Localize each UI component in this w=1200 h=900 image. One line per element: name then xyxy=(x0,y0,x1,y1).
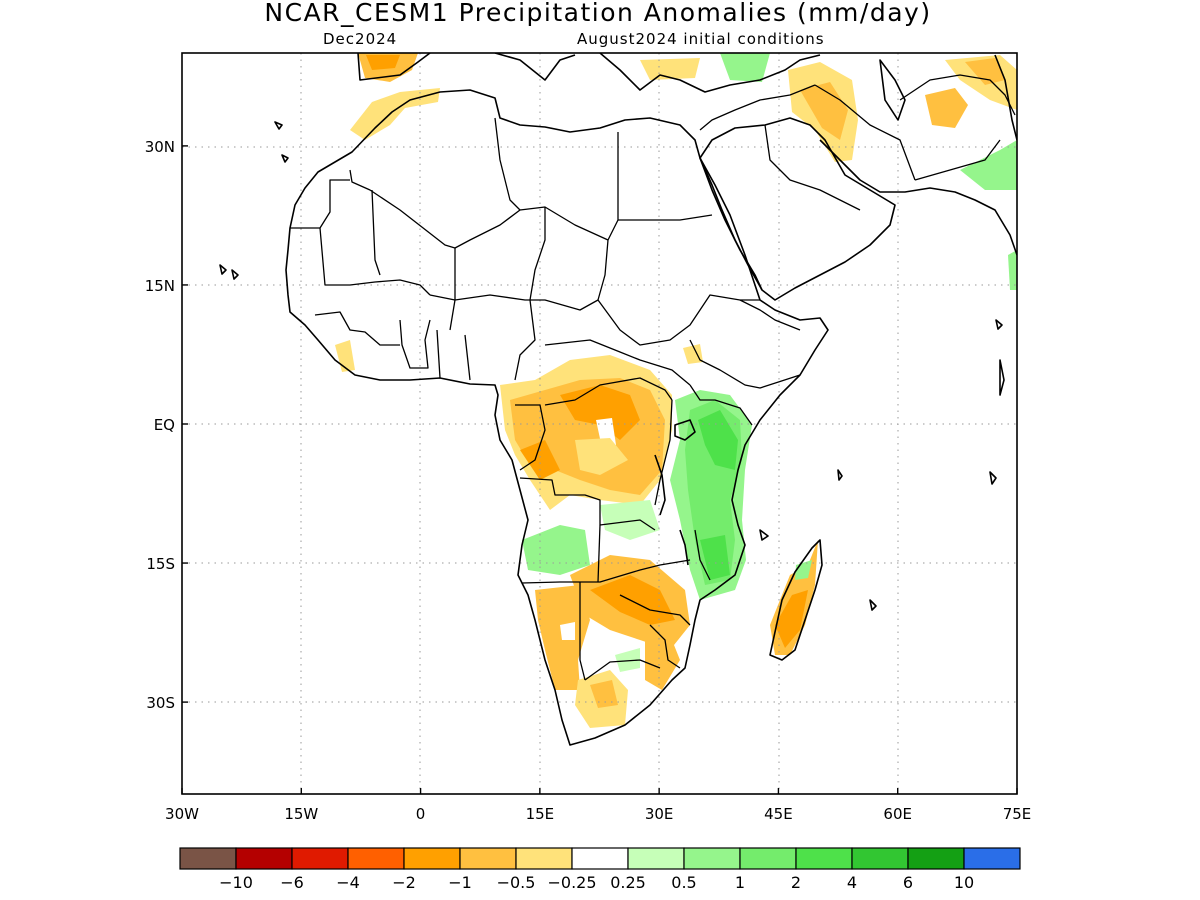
coastlines xyxy=(285,53,1017,746)
colorbar-label: −6 xyxy=(280,873,304,892)
colorbar-swatch xyxy=(347,847,405,870)
borders xyxy=(290,74,1016,681)
colorbar-swatch xyxy=(795,847,853,870)
colorbar-label: 1 xyxy=(735,873,745,892)
coast-red-sea xyxy=(699,157,763,291)
coast-madagascar xyxy=(769,539,823,661)
anomaly-tanganyika-green xyxy=(600,500,660,540)
coast-persian-gulf xyxy=(819,139,1017,256)
anomaly-madagascar-core xyxy=(775,590,808,648)
anomaly-afghan-core xyxy=(965,58,1005,85)
anomaly-india-west xyxy=(960,140,1017,190)
islands xyxy=(219,121,1005,611)
coast-arabia xyxy=(699,117,896,301)
lon-tick-label: 15W xyxy=(284,805,318,823)
anomaly-east-core xyxy=(698,410,738,470)
colorbar-swatch xyxy=(907,847,965,870)
anomaly-botswana-green xyxy=(615,648,640,672)
lon-tick-label: 60E xyxy=(883,805,912,823)
coast-lake-victoria xyxy=(674,419,696,441)
colorbar-label: −1 xyxy=(448,873,472,892)
figure-title: NCAR_CESM1 Precipitation Anomalies (mm/d… xyxy=(264,0,931,27)
subtitle-initial-conditions: August2024 initial conditions xyxy=(577,30,825,48)
lon-tick-label: 0 xyxy=(416,805,426,823)
lon-tick-label: 30W xyxy=(165,805,199,823)
coast-india xyxy=(994,54,1017,141)
subtitle-month: Dec2024 xyxy=(323,30,397,48)
lon-tick-label: 75E xyxy=(1003,805,1032,823)
graticule xyxy=(182,53,1017,794)
colorbar-label: 6 xyxy=(903,873,913,892)
lat-tick-label: EQ xyxy=(154,416,175,434)
anomaly-central-light xyxy=(575,438,628,475)
colorbar-swatch xyxy=(459,847,517,870)
colorbar-label: 2 xyxy=(791,873,801,892)
colorbar-swatch xyxy=(739,847,797,870)
anomaly-spain-core xyxy=(366,55,400,70)
axis-ticks xyxy=(181,145,1018,794)
colorbar-swatch xyxy=(683,847,741,870)
anomaly-south-lower xyxy=(645,630,680,690)
lon-tick-label: 30E xyxy=(645,805,674,823)
colorbar-swatch xyxy=(179,847,237,870)
anomaly-central-core-2 xyxy=(520,440,560,480)
colorbar-swatch xyxy=(963,847,1021,870)
colorbar-swatch xyxy=(851,847,909,870)
lat-tick-label: 15N xyxy=(145,277,175,295)
colorbar xyxy=(179,847,1021,870)
anomaly-morocco xyxy=(350,88,440,140)
colorbar-label: −4 xyxy=(336,873,360,892)
anomaly-ethiopia xyxy=(683,344,703,364)
anomaly-med-green xyxy=(720,53,770,82)
colorbar-swatch xyxy=(291,847,349,870)
colorbar-label: −2 xyxy=(392,873,416,892)
colorbar-swatch xyxy=(403,847,461,870)
anomaly-india-west-2 xyxy=(1008,250,1017,290)
coast-caspian xyxy=(879,59,906,121)
colorbar-labels: −10 −6 −4 −2 −1 −0.5 −0.25 0.25 0.5 1 2 4 6 10 xyxy=(219,873,974,892)
lat-tick-label: 30N xyxy=(145,138,175,156)
colorbar-label: 0.25 xyxy=(610,873,646,892)
colorbar-swatch xyxy=(235,847,293,870)
colorbar-swatch xyxy=(571,847,629,870)
anomaly-iraq-core xyxy=(800,82,848,140)
colorbar-label: 0.5 xyxy=(671,873,696,892)
colorbar-label: −0.5 xyxy=(497,873,536,892)
anomaly-shading xyxy=(335,53,1017,728)
coast-africa xyxy=(285,89,829,746)
colorbar-label: −0.25 xyxy=(547,873,596,892)
colorbar-swatch xyxy=(515,847,573,870)
axis-labels: 30W 15W 0 15E 30E 45E 60E 75E 30N 15N EQ 15S 30S xyxy=(145,138,1032,823)
colorbar-label: 10 xyxy=(954,873,974,892)
coast-europe xyxy=(357,53,821,93)
anomaly-aegean xyxy=(640,58,700,80)
colorbar-label: −10 xyxy=(219,873,253,892)
lat-tick-label: 30S xyxy=(146,694,175,712)
colorbar-label: 4 xyxy=(847,873,857,892)
anomaly-mozambique-core xyxy=(700,535,730,580)
colorbar-swatch xyxy=(627,847,685,870)
map-area xyxy=(182,53,1017,794)
anomaly-south-core xyxy=(590,575,675,625)
coast-lake-tanganyika xyxy=(654,454,666,516)
coast-lake-malawi xyxy=(679,529,689,566)
anomaly-iran xyxy=(925,88,968,128)
anomaly-cape-core xyxy=(590,680,618,708)
lon-tick-label: 45E xyxy=(764,805,793,823)
anomaly-angola-wet xyxy=(522,525,590,575)
anomaly-central-core xyxy=(560,385,640,440)
anomaly-sw-hole xyxy=(560,622,575,640)
lon-tick-label: 15E xyxy=(526,805,555,823)
lat-tick-label: 15S xyxy=(146,555,175,573)
